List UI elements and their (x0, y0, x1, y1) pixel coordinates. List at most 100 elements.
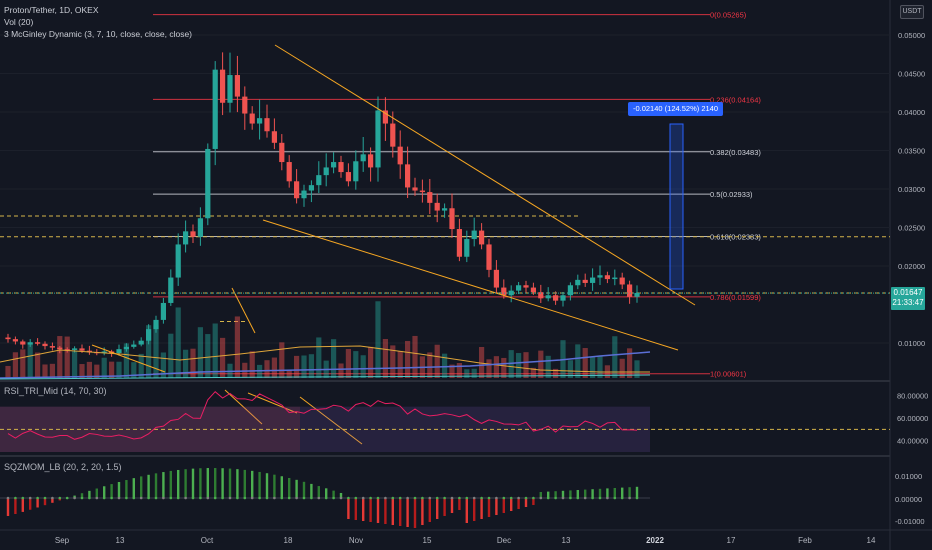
volume-bar (35, 352, 41, 378)
volume-bar (634, 360, 640, 378)
volume-bar (316, 337, 322, 378)
sqz-histogram-bar (21, 498, 24, 512)
sqz-dot (36, 496, 39, 500)
vol-indicator-label[interactable]: Vol (20) (4, 17, 34, 27)
rsi-indicator-label[interactable]: RSI_TRI_Mid (14, 70, 30) (4, 386, 107, 396)
candle-body (345, 172, 351, 182)
candle-body (471, 230, 477, 240)
volume-bar (123, 343, 129, 378)
sqz-dot (554, 496, 557, 500)
sqz-histogram-bar (273, 474, 276, 498)
sqz-dot (583, 496, 587, 500)
candle-body (412, 187, 418, 191)
candle-body (560, 295, 566, 301)
candle-body (5, 337, 11, 340)
volume-bar (501, 357, 507, 378)
volume-bar (405, 340, 411, 378)
sqz-dot (509, 496, 513, 500)
candle-body (538, 292, 544, 299)
candle-body (234, 75, 240, 97)
volume-bar (146, 325, 152, 378)
sqz-histogram-bar (487, 498, 491, 517)
sqz-histogram-bar (399, 498, 402, 526)
price-axis-label: 0.03000 (898, 185, 925, 194)
candle-body (619, 277, 625, 285)
price-axis-label: 0.02000 (898, 262, 925, 271)
sqz-dot (361, 496, 365, 500)
volume-bar (434, 344, 440, 378)
volume-bar (375, 301, 381, 378)
candle-body (449, 208, 455, 230)
mcginley-indicator-label[interactable]: 3 McGinley Dynamic (3, 7, 10, close, clo… (4, 29, 193, 39)
volume-bar (493, 356, 499, 378)
price-range-measure-label[interactable]: -0.02140 (124.52%) 2140 (628, 102, 723, 116)
candle-body (567, 285, 573, 296)
sqz-histogram-bar (635, 486, 639, 498)
sqz-dot (280, 496, 284, 500)
sqz-histogram-bar (214, 468, 217, 498)
sqz-dot (73, 496, 76, 500)
sqz-axis-label: -0.01000 (895, 517, 925, 526)
candle-body (264, 118, 270, 132)
candle-body (523, 285, 529, 288)
sqz-histogram-bar (162, 472, 165, 498)
sqz-dot (435, 496, 439, 500)
volume-bar (27, 342, 33, 378)
drawing-lines (0, 44, 890, 445)
sqz-histogram-bar (391, 498, 394, 525)
sqz-dot (591, 496, 594, 500)
volume-bar (390, 345, 396, 378)
candle-body (160, 302, 166, 320)
candle-body (604, 275, 610, 280)
sqz-dot (450, 496, 454, 500)
support-trendline (262, 219, 679, 351)
volume-bar (109, 361, 115, 378)
time-axis-label: Sep (55, 536, 70, 545)
volume-bar (12, 352, 18, 378)
sqz-histogram-bar (140, 476, 143, 498)
candle-body (27, 342, 33, 345)
volume-bar (234, 316, 240, 378)
price-axis-label: 0.03500 (898, 147, 925, 156)
sqz-indicator-label[interactable]: SQZMOM_LB (20, 2, 20, 1.5) (4, 462, 122, 472)
sqz-histogram-bar (598, 488, 602, 498)
sqz-histogram-bar (576, 490, 579, 498)
time-axis-label: 13 (116, 536, 125, 545)
sqz-histogram-bar (495, 498, 498, 515)
candle-body (42, 343, 48, 347)
sqz-histogram-bar (265, 473, 269, 498)
sqz-histogram-bar (584, 489, 587, 498)
sqz-dot (295, 496, 298, 500)
sqz-dot (154, 496, 158, 500)
squeeze-momentum-pane (0, 468, 650, 528)
sqz-histogram-bar (532, 498, 535, 505)
symbol-title[interactable]: Proton/Tether, 1D, OKEX (4, 5, 99, 15)
sqz-axis-label: 0.00000 (895, 495, 922, 504)
sqz-dot (324, 496, 328, 500)
sqz-dot (487, 496, 491, 500)
candle-body (72, 348, 78, 350)
sqz-histogram-bar (450, 498, 454, 513)
volume-bar (597, 355, 603, 378)
candle-body (227, 75, 233, 103)
sqz-dot (495, 496, 498, 500)
price-axis-label: 0.01000 (898, 339, 925, 348)
volume-bar (205, 334, 211, 378)
price-range-measure (669, 123, 684, 290)
sqz-dot (228, 496, 232, 500)
sqz-dot (347, 496, 350, 500)
volume-bar (86, 361, 92, 378)
sqz-dot (43, 496, 47, 500)
sqz-dot (147, 496, 150, 500)
sqz-dot (369, 496, 372, 500)
mcginley-line (0, 345, 650, 373)
candle-body (582, 279, 588, 283)
candle-body (508, 290, 514, 296)
currency-button[interactable]: USDT (900, 5, 924, 19)
sqz-dot (517, 496, 520, 500)
volume-bar (131, 362, 137, 378)
sqz-dot (532, 496, 535, 500)
chart-legend: Proton/Tether, 1D, OKEX Vol (20) 3 McGin… (4, 4, 192, 40)
volume-bar (590, 356, 596, 378)
